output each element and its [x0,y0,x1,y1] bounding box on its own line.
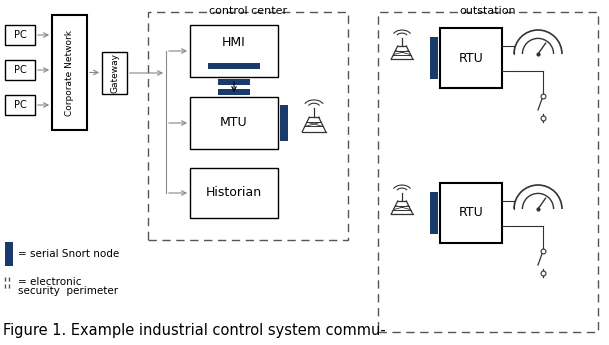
Bar [5,60,35,80]
Bar [148,12,348,240]
Text: HMI: HMI [222,37,246,49]
Bar [218,79,250,85]
Bar [430,37,438,79]
Text: = serial Snort node: = serial Snort node [18,249,119,259]
Text: Historian: Historian [206,187,262,199]
Bar [5,95,35,115]
Bar [190,168,278,218]
Text: RTU: RTU [459,207,484,219]
Bar [378,12,598,332]
Text: Corporate Network: Corporate Network [65,30,74,116]
Bar [440,28,502,88]
Bar [208,63,260,69]
Text: Gateway: Gateway [110,53,119,93]
Bar [430,192,438,234]
Bar [280,105,288,141]
Text: RTU: RTU [459,51,484,65]
Bar [52,15,87,130]
Bar [5,25,35,45]
Text: = electronic: = electronic [18,277,82,287]
Text: Figure 1. Example industrial control system commu-: Figure 1. Example industrial control sys… [3,323,385,338]
Bar [440,183,502,243]
Bar [190,97,278,149]
Bar [102,52,127,94]
Bar [190,25,278,77]
Text: security  perimeter: security perimeter [18,286,118,296]
Bar [218,89,250,95]
Text: outstation: outstation [460,6,516,16]
Text: PC: PC [13,30,26,40]
Bar [5,242,13,266]
Text: control center: control center [209,6,287,16]
Text: MTU: MTU [220,117,248,129]
Text: PC: PC [13,65,26,75]
Text: PC: PC [13,100,26,110]
